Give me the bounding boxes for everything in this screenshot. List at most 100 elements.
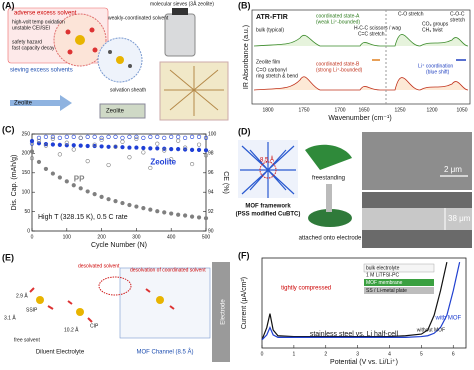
point [134, 136, 139, 141]
point [155, 146, 160, 151]
point [85, 143, 90, 149]
point [176, 147, 181, 152]
label: coordinated state-A [316, 13, 360, 19]
bottle [164, 13, 196, 57]
molecule [128, 64, 132, 68]
label: fast capacity decay [12, 45, 55, 51]
li-ion [116, 56, 124, 64]
point [127, 155, 132, 160]
label: Zeolite [14, 101, 33, 107]
annotation: stainless steel vs. Li half-cell [310, 331, 399, 338]
x-tick-label: 1200 [426, 107, 437, 113]
spectrum-bulk [253, 34, 469, 47]
point [148, 146, 153, 151]
point [64, 134, 69, 140]
label: freestanding [312, 176, 345, 182]
y-tick-label: 0 [27, 228, 30, 234]
point [78, 186, 83, 191]
series-label: without MOF [417, 327, 445, 333]
label: C=C stretch [358, 31, 385, 37]
point [162, 210, 167, 215]
point [176, 212, 181, 217]
point [169, 134, 174, 140]
label: weakly-coordinated solvent [108, 15, 169, 21]
point [196, 147, 202, 153]
y2-axis-label: CE (%) [222, 171, 229, 194]
panel-label: (C) [2, 124, 15, 134]
point [64, 179, 69, 184]
label: CO₃ groups [422, 21, 449, 27]
point [196, 215, 202, 220]
point [189, 134, 195, 140]
label: sieving excess solvents [10, 68, 73, 74]
point [189, 161, 195, 167]
label: desolvation of coordinated solvent [130, 267, 206, 273]
point [57, 142, 62, 147]
point [29, 156, 35, 161]
y-axis-label: Dis. Cap. (mAh/g) [11, 155, 18, 211]
point [99, 135, 104, 140]
point [36, 138, 42, 143]
series-label: PP [74, 174, 85, 183]
molecule [89, 27, 95, 33]
series-label: Zeolite [150, 157, 176, 166]
scale-label: 38 μm [448, 214, 471, 223]
panel-b: (B) ATR-FTIR bulk (typical) coordinated … [238, 0, 471, 122]
point [148, 207, 153, 212]
molecule [92, 47, 98, 53]
point [106, 134, 111, 140]
point [106, 144, 111, 149]
x-tick-label: 0 [261, 351, 264, 357]
y2-tick-label: 90 [208, 228, 214, 234]
label: (blue shift) [426, 69, 450, 75]
x-axis-label: Cycle Number (N) [91, 242, 147, 249]
point [176, 138, 181, 143]
y-axis-label: Current (μA/cm²) [241, 277, 248, 329]
point [134, 134, 139, 140]
point [183, 213, 188, 218]
point [57, 152, 62, 157]
x-tick-label: 100 [63, 234, 72, 240]
point [85, 134, 90, 140]
point [203, 135, 209, 140]
x-tick-label: 200 [97, 234, 106, 240]
point [57, 135, 62, 140]
label: C-O-C [450, 11, 465, 17]
spectrum-zeolite [253, 76, 469, 91]
x-tick-label: 1700 [334, 107, 345, 113]
point [50, 134, 55, 140]
sem-surface [362, 132, 472, 190]
point [169, 147, 174, 152]
point [196, 142, 202, 147]
point [183, 135, 188, 140]
pore [259, 161, 277, 179]
y-tick-label: 150 [22, 170, 31, 176]
label: Electrode [221, 299, 227, 325]
inset-label: MOF membrane [366, 280, 403, 286]
point [148, 165, 153, 171]
point [127, 202, 132, 208]
point [78, 135, 83, 140]
x-tick-label: 2 [324, 351, 327, 357]
point [169, 157, 174, 162]
inset-bg [363, 263, 435, 273]
inset-plate [364, 287, 434, 294]
annotation: High T (328.15 K), 0.5 C rate [38, 214, 128, 221]
scale-label: 2 μm [444, 165, 462, 174]
point [127, 134, 132, 140]
y-tick-label: 100 [22, 190, 31, 196]
point [148, 134, 153, 140]
panel-label: (A) [2, 0, 15, 10]
x-tick-label: 5 [420, 351, 423, 357]
label: adverse excess solvent [14, 11, 77, 17]
label: (strong Li⁺-bounded) [316, 67, 363, 73]
x-tick-label: 1750 [298, 107, 309, 113]
point [113, 199, 118, 204]
line [261, 261, 461, 341]
point [99, 137, 104, 142]
plot-frame [261, 257, 467, 349]
y2-tick-label: 94 [208, 190, 214, 196]
tweezers [326, 184, 332, 212]
li-ion [36, 296, 44, 304]
annotation: tightly compressed [281, 286, 331, 292]
